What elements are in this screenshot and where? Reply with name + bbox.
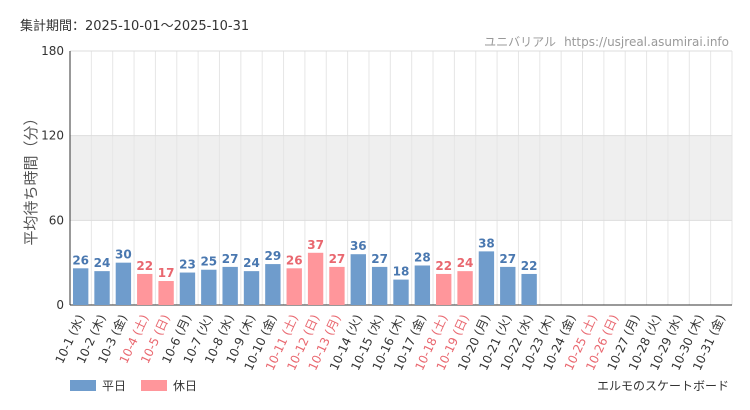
site-name: ユニバリアル [484,35,556,49]
value-label: 24 [457,256,474,270]
y-tick-label: 60 [49,213,64,227]
value-label: 27 [222,252,239,266]
bar-weekday [350,254,366,305]
value-label: 37 [307,238,324,252]
bar-weekday [371,266,388,305]
attraction-name: エルモのスケートボード [597,379,729,393]
bar-weekday [179,272,196,305]
legend: 平日 休日 [70,379,197,393]
bar-holiday [307,252,324,305]
legend-holiday-swatch [141,380,167,391]
value-label: 27 [499,252,516,266]
shaded-band [70,135,732,221]
bar-weekday [243,271,260,305]
value-label: 25 [200,255,217,269]
value-label: 24 [243,256,260,270]
bar-weekday [94,271,110,305]
period-title: 集計期間：2025-10-01～2025-10-31 [20,18,249,34]
legend-weekday-label: 平日 [102,379,126,393]
value-label: 26 [72,253,89,267]
value-label: 36 [350,239,367,253]
bar-holiday [137,273,153,305]
bar-holiday [286,268,302,305]
site-url: https://usjreal.asumirai.info [564,35,729,49]
y-tick-label: 120 [41,129,64,143]
bar-weekday [265,264,281,305]
value-label: 22 [136,259,153,273]
bar-weekday [393,279,409,305]
period-label: 集計期間： [20,18,85,34]
value-label: 23 [179,258,196,272]
legend-weekday-swatch [70,380,96,391]
value-label: 29 [265,249,282,263]
value-label: 28 [414,250,431,264]
value-label: 38 [478,236,495,250]
bar-holiday [457,271,473,305]
value-label: 22 [521,259,538,273]
value-label: 22 [435,259,452,273]
y-tick-label: 0 [56,298,64,312]
bar-weekday [72,268,89,305]
value-label: 27 [329,252,346,266]
bar-weekday [115,262,132,305]
bar-holiday [436,273,452,305]
value-label: 26 [286,253,303,267]
value-label: 18 [393,265,410,279]
bar-weekday [222,266,238,305]
period-range: 2025-10-01～2025-10-31 [85,19,249,34]
bar-weekday [500,266,516,305]
bar-holiday [329,266,345,305]
value-label: 24 [94,256,111,270]
y-tick-label: 180 [41,44,64,58]
bar-weekday [201,269,217,305]
value-label: 17 [158,266,175,280]
y-axis-label: 平均待ち時間（分） [22,110,40,245]
value-label: 30 [115,248,132,262]
site-credit: ユニバリアル https://usjreal.asumirai.info [484,35,729,49]
bar-weekday [414,265,431,305]
bar-weekday [521,273,537,305]
value-label: 27 [371,252,388,266]
bar-holiday [158,281,174,305]
legend-holiday-label: 休日 [173,379,197,393]
bar-weekday [478,251,495,305]
